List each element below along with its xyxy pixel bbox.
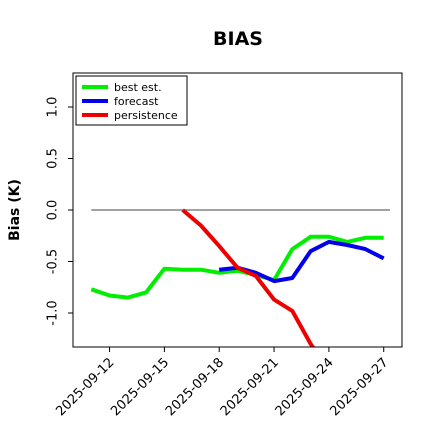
y-axis-label: Bias (K) xyxy=(7,179,23,241)
x-tick-label: 2025-09-27 xyxy=(328,355,392,419)
legend-entry-label: best est. xyxy=(114,81,162,94)
x-axis-ticks: 2025-09-122025-09-152025-09-182025-09-21… xyxy=(53,347,392,419)
y-tick-label: 0.5 xyxy=(46,148,61,169)
y-tick-label: 0.0 xyxy=(46,200,61,221)
chart-title: BIAS xyxy=(213,28,263,50)
x-tick-label: 2025-09-18 xyxy=(163,355,227,419)
x-tick-label: 2025-09-15 xyxy=(108,355,172,419)
x-tick-label: 2025-09-21 xyxy=(218,355,282,419)
series-layer xyxy=(90,208,385,347)
series-line-best-est- xyxy=(90,234,384,300)
y-tick-label: -0.5 xyxy=(46,249,61,274)
y-tick-label: 1.0 xyxy=(46,97,61,118)
x-tick-label: 2025-09-12 xyxy=(53,355,117,419)
x-tick-label: 2025-09-24 xyxy=(273,355,337,419)
series-line-persistence xyxy=(181,208,316,347)
legend-entry-label: persistence xyxy=(114,109,178,122)
series-line-forecast xyxy=(218,239,385,284)
y-axis-ticks: -1.0 -0.5 0.0 0.5 1.0 xyxy=(46,97,73,326)
y-tick-label: -1.0 xyxy=(46,300,61,325)
legend-entry-label: forecast xyxy=(114,95,159,108)
